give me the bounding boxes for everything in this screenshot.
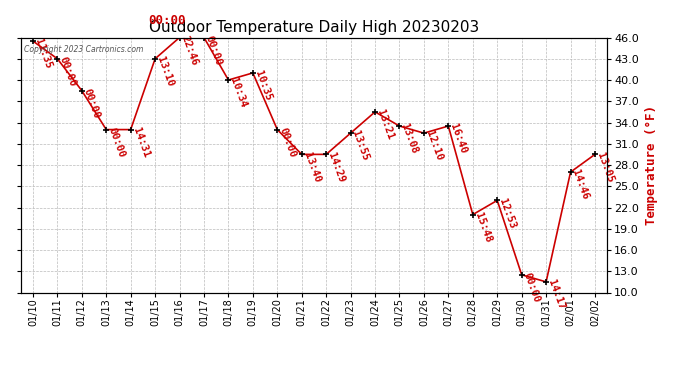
Text: 00:00: 00:00	[106, 126, 126, 159]
Text: 00:00: 00:00	[522, 272, 542, 304]
Text: 14:29: 14:29	[326, 151, 346, 184]
Text: 10:35: 10:35	[253, 69, 273, 102]
Text: 12:53: 12:53	[497, 197, 518, 230]
Title: Outdoor Temperature Daily High 20230203: Outdoor Temperature Daily High 20230203	[149, 20, 479, 35]
Text: 13:08: 13:08	[400, 123, 420, 155]
Text: 12:10: 12:10	[424, 130, 444, 162]
Text: 13:40: 13:40	[302, 151, 322, 184]
Text: 00:00: 00:00	[148, 14, 186, 27]
Text: 22:46: 22:46	[179, 34, 199, 67]
Text: 00:00: 00:00	[204, 34, 224, 67]
Text: Copyright 2023 Cartronics.com: Copyright 2023 Cartronics.com	[23, 45, 143, 54]
Text: 10:34: 10:34	[228, 76, 248, 110]
Y-axis label: Temperature (°F): Temperature (°F)	[644, 105, 658, 225]
Text: 15:48: 15:48	[473, 211, 493, 244]
Text: 14:17: 14:17	[546, 279, 566, 311]
Text: 13:55: 13:55	[351, 130, 371, 162]
Text: 00:00: 00:00	[82, 87, 102, 120]
Text: 14:46: 14:46	[571, 169, 591, 201]
Text: 00:00: 00:00	[277, 126, 297, 159]
Text: 13:21: 13:21	[375, 108, 395, 141]
Text: 00:00: 00:00	[57, 56, 77, 88]
Text: 14:31: 14:31	[130, 126, 150, 159]
Text: 16:40: 16:40	[448, 123, 469, 155]
Text: 13:05: 13:05	[595, 151, 615, 184]
Text: 11:35: 11:35	[33, 38, 53, 70]
Text: 13:10: 13:10	[155, 56, 175, 88]
